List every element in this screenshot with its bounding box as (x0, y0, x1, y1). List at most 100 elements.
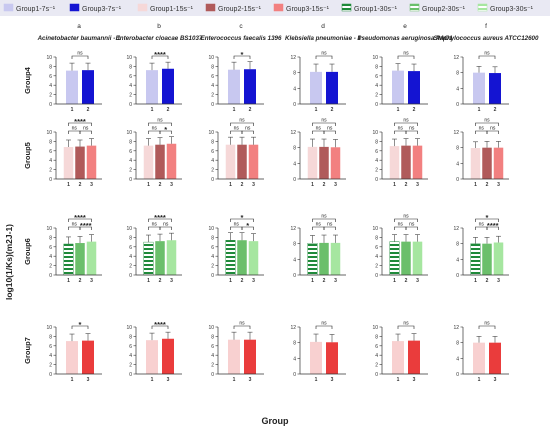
bar (408, 340, 420, 374)
y-tick-label: 8 (375, 139, 378, 145)
x-tick-label: 2 (87, 107, 90, 113)
y-tick-label: 8 (293, 71, 296, 77)
y-tick-label: 8 (375, 334, 378, 340)
y-tick-label: 8 (293, 341, 296, 347)
bar (319, 242, 329, 275)
legend-swatch (409, 3, 420, 12)
x-tick-label: 1 (397, 107, 400, 113)
bar (228, 69, 240, 104)
y-tick-label: 2 (129, 264, 132, 270)
bar (162, 338, 174, 374)
x-tick-label: 3 (90, 278, 93, 284)
significance-label: ns (321, 321, 327, 327)
bar (248, 241, 259, 275)
legend: Group1-7s⁻¹ Group3-7s⁻¹ Group1-15s⁻¹ Group2… (0, 0, 550, 16)
bar (66, 341, 78, 374)
significance-label: **** (154, 320, 166, 329)
y-tick-label: 8 (456, 71, 459, 77)
y-tick-label: 0 (129, 372, 132, 378)
x-tick-label: 2 (241, 278, 244, 284)
bar (146, 70, 158, 104)
x-tick-label: 1 (151, 377, 154, 383)
significance-label: ns (403, 214, 409, 220)
legend-swatch (69, 3, 80, 12)
bar (330, 147, 341, 179)
significance-bracket (148, 218, 172, 222)
x-tick-label: 3 (170, 182, 173, 188)
significance-label: ns (321, 118, 327, 124)
y-tick-label: 4 (49, 83, 52, 89)
column-title: Enterococcus faecalis 1396 (201, 35, 282, 42)
y-tick-label: 2 (375, 93, 378, 99)
y-tick-label: 10 (372, 130, 378, 136)
column-headers: a Acinetobacter baumannii - 1 b Enterobacte… (37, 23, 539, 42)
y-tick-label: 10 (126, 226, 132, 232)
x-tick-label: 1 (315, 107, 318, 113)
bar (389, 146, 400, 179)
significance-bracket (79, 130, 92, 134)
significance-label: **** (154, 213, 166, 222)
column-title: Acinetobacter baumannii - 1 (37, 35, 121, 42)
y-tick-label: 10 (372, 55, 378, 61)
y-tick-label: 4 (129, 158, 132, 164)
x-tick-label: 2 (405, 182, 408, 188)
y-tick-label: 0 (49, 177, 52, 183)
significance-label: ns (327, 126, 333, 132)
bar (166, 143, 177, 179)
x-tick-label: 1 (393, 182, 396, 188)
significance-bracket (315, 55, 333, 59)
bar (489, 342, 501, 374)
x-tick-label: 2 (486, 182, 489, 188)
y-tick-label: 6 (375, 344, 378, 350)
y-tick-label: 4 (375, 353, 378, 359)
row-label: Group6 (23, 238, 32, 265)
x-tick-label: 1 (147, 278, 150, 284)
y-tick-label: 6 (129, 149, 132, 155)
bar (248, 144, 259, 179)
row-labels: Group4 Group5 Group6 Group7 (23, 66, 32, 363)
y-tick-label: 2 (49, 264, 52, 270)
significance-bracket (79, 226, 92, 230)
significance-label: * (486, 213, 489, 222)
y-tick-label: 4 (375, 158, 378, 164)
x-tick-label: 1 (478, 107, 481, 113)
significance-bracket (405, 130, 418, 134)
legend-label: Group1-7s⁻¹ (16, 6, 56, 13)
y-tick-label: 0 (293, 102, 296, 108)
significance-bracket (475, 218, 499, 222)
y-tick-label: 4 (129, 254, 132, 260)
y-tick-label: 0 (129, 273, 132, 279)
y-tick-label: 4 (49, 254, 52, 260)
y-tick-label: 8 (129, 235, 132, 241)
significance-label: * (246, 221, 249, 230)
significance-label: ns (479, 126, 485, 132)
significance-label: ns (327, 222, 333, 228)
x-tick-label: 2 (241, 182, 244, 188)
y-tick-label: 4 (211, 353, 214, 359)
significance-label: ns (398, 126, 404, 132)
y-tick-label: 6 (49, 245, 52, 251)
bar (392, 70, 404, 104)
column-letter: d (321, 23, 325, 30)
significance-label: ns (484, 118, 490, 124)
column-letter: a (77, 23, 81, 30)
significance-label: ns (484, 321, 490, 327)
y-tick-label: 0 (456, 273, 459, 279)
bar (412, 241, 423, 275)
x-tick-label: 1 (393, 278, 396, 284)
y-tick-label: 6 (129, 245, 132, 251)
y-tick-label: 2 (211, 93, 214, 99)
bar (310, 341, 322, 374)
bar (408, 71, 420, 104)
bar (482, 243, 492, 275)
bar (155, 144, 165, 179)
y-tick-label: 8 (456, 242, 459, 248)
significance-label: ns (157, 118, 163, 124)
significance-bracket (241, 226, 254, 230)
significance-label: ns (163, 222, 169, 228)
x-tick-label: 1 (397, 377, 400, 383)
